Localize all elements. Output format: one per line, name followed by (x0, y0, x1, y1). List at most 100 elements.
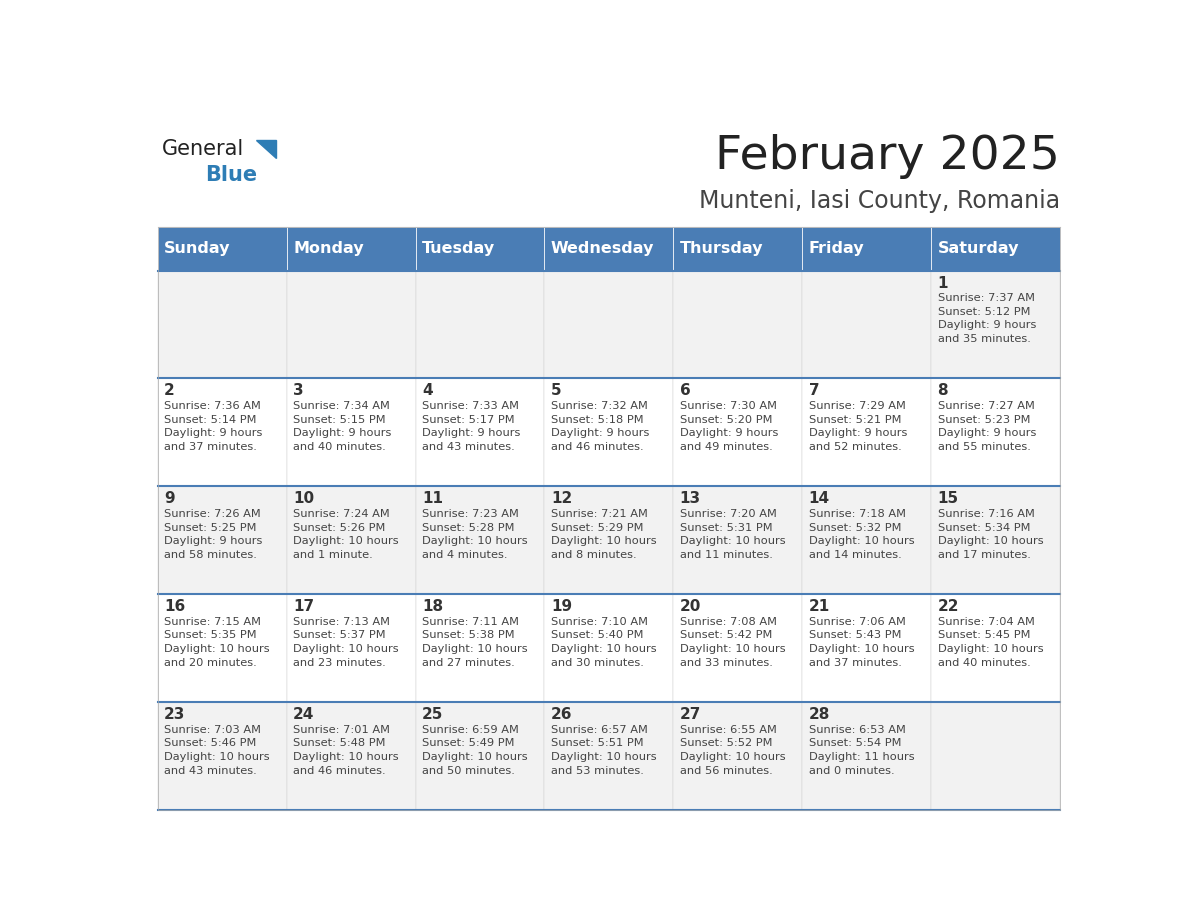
Text: Sunrise: 7:27 AM
Sunset: 5:23 PM
Daylight: 9 hours
and 55 minutes.: Sunrise: 7:27 AM Sunset: 5:23 PM Dayligh… (937, 401, 1036, 452)
Text: 3: 3 (293, 384, 304, 398)
Text: Sunrise: 7:15 AM
Sunset: 5:35 PM
Daylight: 10 hours
and 20 minutes.: Sunrise: 7:15 AM Sunset: 5:35 PM Dayligh… (164, 617, 270, 667)
Text: 24: 24 (293, 707, 315, 722)
Text: 7: 7 (809, 384, 820, 398)
Text: Sunrise: 7:13 AM
Sunset: 5:37 PM
Daylight: 10 hours
and 23 minutes.: Sunrise: 7:13 AM Sunset: 5:37 PM Dayligh… (293, 617, 399, 667)
FancyBboxPatch shape (931, 271, 1060, 378)
Text: Sunday: Sunday (164, 241, 230, 256)
FancyBboxPatch shape (286, 702, 416, 810)
FancyBboxPatch shape (544, 227, 674, 271)
FancyBboxPatch shape (802, 702, 931, 810)
Text: Sunrise: 7:34 AM
Sunset: 5:15 PM
Daylight: 9 hours
and 40 minutes.: Sunrise: 7:34 AM Sunset: 5:15 PM Dayligh… (293, 401, 391, 452)
Text: 14: 14 (809, 491, 829, 507)
FancyBboxPatch shape (416, 702, 544, 810)
Text: 4: 4 (422, 384, 432, 398)
FancyBboxPatch shape (286, 594, 416, 702)
Text: Sunrise: 7:32 AM
Sunset: 5:18 PM
Daylight: 9 hours
and 46 minutes.: Sunrise: 7:32 AM Sunset: 5:18 PM Dayligh… (551, 401, 649, 452)
Text: Sunrise: 7:10 AM
Sunset: 5:40 PM
Daylight: 10 hours
and 30 minutes.: Sunrise: 7:10 AM Sunset: 5:40 PM Dayligh… (551, 617, 657, 667)
FancyBboxPatch shape (544, 487, 674, 594)
Text: Monday: Monday (293, 241, 364, 256)
Text: Sunrise: 7:24 AM
Sunset: 5:26 PM
Daylight: 10 hours
and 1 minute.: Sunrise: 7:24 AM Sunset: 5:26 PM Dayligh… (293, 509, 399, 560)
Text: Sunrise: 7:20 AM
Sunset: 5:31 PM
Daylight: 10 hours
and 11 minutes.: Sunrise: 7:20 AM Sunset: 5:31 PM Dayligh… (680, 509, 785, 560)
FancyBboxPatch shape (416, 594, 544, 702)
Text: Tuesday: Tuesday (422, 241, 495, 256)
Text: Sunrise: 7:36 AM
Sunset: 5:14 PM
Daylight: 9 hours
and 37 minutes.: Sunrise: 7:36 AM Sunset: 5:14 PM Dayligh… (164, 401, 263, 452)
FancyBboxPatch shape (416, 487, 544, 594)
Text: Sunrise: 7:16 AM
Sunset: 5:34 PM
Daylight: 10 hours
and 17 minutes.: Sunrise: 7:16 AM Sunset: 5:34 PM Dayligh… (937, 509, 1043, 560)
Text: 20: 20 (680, 599, 701, 614)
Text: Sunrise: 7:04 AM
Sunset: 5:45 PM
Daylight: 10 hours
and 40 minutes.: Sunrise: 7:04 AM Sunset: 5:45 PM Dayligh… (937, 617, 1043, 667)
FancyBboxPatch shape (674, 378, 802, 487)
Text: 1: 1 (937, 275, 948, 291)
Text: Sunrise: 7:23 AM
Sunset: 5:28 PM
Daylight: 10 hours
and 4 minutes.: Sunrise: 7:23 AM Sunset: 5:28 PM Dayligh… (422, 509, 527, 560)
Text: 15: 15 (937, 491, 959, 507)
Text: Saturday: Saturday (937, 241, 1019, 256)
FancyBboxPatch shape (674, 594, 802, 702)
FancyBboxPatch shape (802, 227, 931, 271)
Text: Sunrise: 7:11 AM
Sunset: 5:38 PM
Daylight: 10 hours
and 27 minutes.: Sunrise: 7:11 AM Sunset: 5:38 PM Dayligh… (422, 617, 527, 667)
FancyBboxPatch shape (674, 271, 802, 378)
Text: 19: 19 (551, 599, 571, 614)
FancyBboxPatch shape (674, 702, 802, 810)
Text: 5: 5 (551, 384, 562, 398)
Text: Sunrise: 7:01 AM
Sunset: 5:48 PM
Daylight: 10 hours
and 46 minutes.: Sunrise: 7:01 AM Sunset: 5:48 PM Dayligh… (293, 724, 399, 776)
Text: Sunrise: 7:08 AM
Sunset: 5:42 PM
Daylight: 10 hours
and 33 minutes.: Sunrise: 7:08 AM Sunset: 5:42 PM Dayligh… (680, 617, 785, 667)
FancyBboxPatch shape (158, 227, 286, 271)
Text: Sunrise: 7:18 AM
Sunset: 5:32 PM
Daylight: 10 hours
and 14 minutes.: Sunrise: 7:18 AM Sunset: 5:32 PM Dayligh… (809, 509, 915, 560)
Text: Sunrise: 7:30 AM
Sunset: 5:20 PM
Daylight: 9 hours
and 49 minutes.: Sunrise: 7:30 AM Sunset: 5:20 PM Dayligh… (680, 401, 778, 452)
FancyBboxPatch shape (802, 378, 931, 487)
FancyBboxPatch shape (931, 378, 1060, 487)
FancyBboxPatch shape (674, 227, 802, 271)
FancyBboxPatch shape (286, 271, 416, 378)
FancyBboxPatch shape (158, 702, 286, 810)
Text: 25: 25 (422, 707, 443, 722)
Text: 12: 12 (551, 491, 573, 507)
Text: Blue: Blue (206, 165, 258, 185)
FancyBboxPatch shape (544, 594, 674, 702)
FancyBboxPatch shape (158, 378, 286, 487)
Text: Sunrise: 7:29 AM
Sunset: 5:21 PM
Daylight: 9 hours
and 52 minutes.: Sunrise: 7:29 AM Sunset: 5:21 PM Dayligh… (809, 401, 906, 452)
Text: 6: 6 (680, 384, 690, 398)
FancyBboxPatch shape (931, 487, 1060, 594)
FancyBboxPatch shape (286, 227, 416, 271)
FancyBboxPatch shape (158, 594, 286, 702)
Text: 9: 9 (164, 491, 175, 507)
Text: 17: 17 (293, 599, 314, 614)
Text: 10: 10 (293, 491, 314, 507)
FancyBboxPatch shape (544, 271, 674, 378)
FancyBboxPatch shape (286, 378, 416, 487)
Text: Sunrise: 7:03 AM
Sunset: 5:46 PM
Daylight: 10 hours
and 43 minutes.: Sunrise: 7:03 AM Sunset: 5:46 PM Dayligh… (164, 724, 270, 776)
FancyBboxPatch shape (416, 271, 544, 378)
Text: Munteni, Iasi County, Romania: Munteni, Iasi County, Romania (699, 188, 1060, 213)
Text: 8: 8 (937, 384, 948, 398)
Text: Sunrise: 7:21 AM
Sunset: 5:29 PM
Daylight: 10 hours
and 8 minutes.: Sunrise: 7:21 AM Sunset: 5:29 PM Dayligh… (551, 509, 657, 560)
FancyBboxPatch shape (802, 487, 931, 594)
Text: Sunrise: 7:26 AM
Sunset: 5:25 PM
Daylight: 9 hours
and 58 minutes.: Sunrise: 7:26 AM Sunset: 5:25 PM Dayligh… (164, 509, 263, 560)
FancyBboxPatch shape (931, 594, 1060, 702)
Text: Sunrise: 6:59 AM
Sunset: 5:49 PM
Daylight: 10 hours
and 50 minutes.: Sunrise: 6:59 AM Sunset: 5:49 PM Dayligh… (422, 724, 527, 776)
Text: 26: 26 (551, 707, 573, 722)
Text: Friday: Friday (809, 241, 864, 256)
Text: 2: 2 (164, 384, 175, 398)
FancyBboxPatch shape (158, 487, 286, 594)
FancyBboxPatch shape (286, 487, 416, 594)
Text: 21: 21 (809, 599, 830, 614)
Text: 11: 11 (422, 491, 443, 507)
Text: General: General (163, 139, 245, 159)
Text: Wednesday: Wednesday (551, 241, 655, 256)
FancyBboxPatch shape (931, 702, 1060, 810)
Text: 13: 13 (680, 491, 701, 507)
FancyBboxPatch shape (802, 271, 931, 378)
Text: Sunrise: 6:57 AM
Sunset: 5:51 PM
Daylight: 10 hours
and 53 minutes.: Sunrise: 6:57 AM Sunset: 5:51 PM Dayligh… (551, 724, 657, 776)
Text: Sunrise: 6:53 AM
Sunset: 5:54 PM
Daylight: 11 hours
and 0 minutes.: Sunrise: 6:53 AM Sunset: 5:54 PM Dayligh… (809, 724, 915, 776)
FancyBboxPatch shape (158, 271, 286, 378)
FancyBboxPatch shape (544, 702, 674, 810)
FancyBboxPatch shape (416, 227, 544, 271)
Text: Sunrise: 6:55 AM
Sunset: 5:52 PM
Daylight: 10 hours
and 56 minutes.: Sunrise: 6:55 AM Sunset: 5:52 PM Dayligh… (680, 724, 785, 776)
FancyBboxPatch shape (544, 378, 674, 487)
Text: 22: 22 (937, 599, 959, 614)
Text: 27: 27 (680, 707, 701, 722)
Text: Sunrise: 7:06 AM
Sunset: 5:43 PM
Daylight: 10 hours
and 37 minutes.: Sunrise: 7:06 AM Sunset: 5:43 PM Dayligh… (809, 617, 915, 667)
Text: Thursday: Thursday (680, 241, 763, 256)
Text: 18: 18 (422, 599, 443, 614)
Polygon shape (257, 140, 277, 158)
